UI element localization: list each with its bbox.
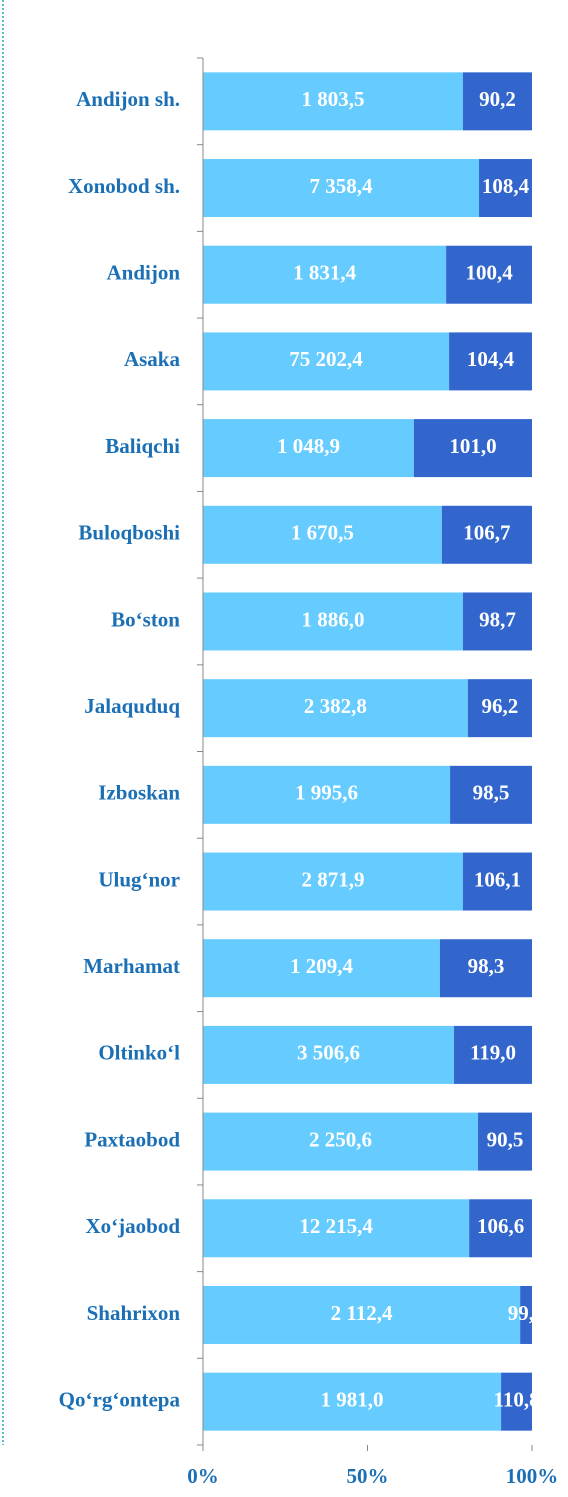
bar-segment	[203, 72, 463, 131]
bar-segment	[203, 1372, 502, 1431]
bar-label: 98,3	[468, 954, 505, 978]
bar-label: 119,0	[470, 1041, 516, 1065]
category-label: Baliqchi	[105, 434, 180, 458]
bar-segment	[478, 1112, 532, 1171]
bar-label: 1 670,5	[291, 521, 354, 545]
bar-segment	[479, 159, 532, 218]
bar-segment	[520, 1285, 532, 1344]
bar-segment	[203, 852, 463, 911]
bar-segment	[462, 72, 532, 131]
bar-segment	[203, 1112, 479, 1171]
bar-segment	[203, 332, 450, 391]
bar-label: 100,4	[465, 261, 513, 285]
bar-segment	[501, 1372, 532, 1431]
bar-segment	[450, 765, 532, 824]
category-label: Asaka	[124, 347, 181, 371]
bar-segment	[203, 245, 447, 304]
bar-label: 1 831,4	[293, 261, 357, 285]
bar-label: 1 209,4	[290, 954, 354, 978]
bar-segment	[203, 1025, 455, 1084]
x-tick-label: 100%	[506, 1464, 559, 1488]
bar-label: 106,1	[474, 867, 521, 891]
bar-label: 98,5	[473, 781, 510, 805]
category-label: Marhamat	[83, 954, 180, 978]
bar-label: 106,7	[463, 521, 510, 545]
bar-segment	[462, 852, 532, 911]
bar-label: 104,4	[467, 347, 515, 371]
bar-label: 106,6	[477, 1214, 524, 1238]
category-label: Ulug‘nor	[98, 867, 180, 891]
bar-label: 98,7	[479, 607, 516, 631]
category-label: Jalaquduq	[84, 694, 180, 718]
bar-label: 2 250,6	[309, 1127, 372, 1151]
bar-label: 75 202,4	[289, 347, 363, 371]
category-label: Qo‘rg‘ontepa	[59, 1387, 181, 1411]
bar-label: 2 112,4	[331, 1301, 393, 1325]
bar-label: 12 215,4	[299, 1214, 373, 1238]
bar-segment	[203, 1285, 521, 1344]
bar-segment	[203, 1199, 470, 1258]
bar-label: 90,5	[487, 1127, 524, 1151]
category-label: Oltinko‘l	[98, 1041, 180, 1065]
category-label: Shahrixon	[87, 1301, 181, 1325]
bar-label: 101,0	[449, 434, 496, 458]
category-label: Paxtaobod	[84, 1127, 180, 1151]
bar-segment	[449, 332, 532, 391]
bar-segment	[203, 419, 414, 478]
bar-label: 108,4	[482, 174, 530, 198]
bar-label: 110,8	[493, 1387, 539, 1411]
category-label: Andijon	[106, 261, 180, 285]
bar-segment	[467, 679, 532, 738]
bar-segment	[203, 592, 463, 651]
bar-segment	[203, 159, 480, 218]
bar-label: 7 358,4	[310, 174, 374, 198]
bar-label: 3 506,6	[297, 1041, 360, 1065]
bar-segment	[469, 1199, 532, 1258]
bar-segment	[454, 1025, 532, 1084]
bar-segment	[441, 505, 532, 564]
bar-label: 1 886,0	[301, 607, 364, 631]
bar-label: 96,2	[482, 694, 519, 718]
bar-label: 2 382,8	[304, 694, 367, 718]
bar-segment	[203, 679, 468, 738]
category-label: Izboskan	[98, 781, 180, 805]
category-label: Xonobod sh.	[68, 174, 180, 198]
category-label: Buloqboshi	[78, 521, 180, 545]
bar-segment	[203, 939, 440, 998]
bar-label: 1 803,5	[301, 87, 364, 111]
category-label: Andijon sh.	[76, 87, 180, 111]
bar-label: 99,3	[508, 1301, 545, 1325]
x-tick-label: 0%	[187, 1464, 219, 1488]
bar-label: 1 981,0	[321, 1387, 384, 1411]
x-tick-label: 50%	[347, 1464, 389, 1488]
bar-segment	[462, 592, 532, 651]
category-label: Bo‘ston	[111, 607, 180, 631]
bar-label: 90,2	[479, 87, 516, 111]
bar-label: 1 995,6	[295, 781, 358, 805]
category-label: Xo‘jaobod	[85, 1214, 180, 1238]
bar-segment	[446, 245, 532, 304]
bar-segment	[413, 419, 532, 478]
bar-segment	[439, 939, 532, 998]
bar-label: 2 871,9	[301, 867, 364, 891]
bar-segment	[203, 505, 442, 564]
bar-label: 1 048,9	[277, 434, 340, 458]
bar-segment	[203, 765, 451, 824]
